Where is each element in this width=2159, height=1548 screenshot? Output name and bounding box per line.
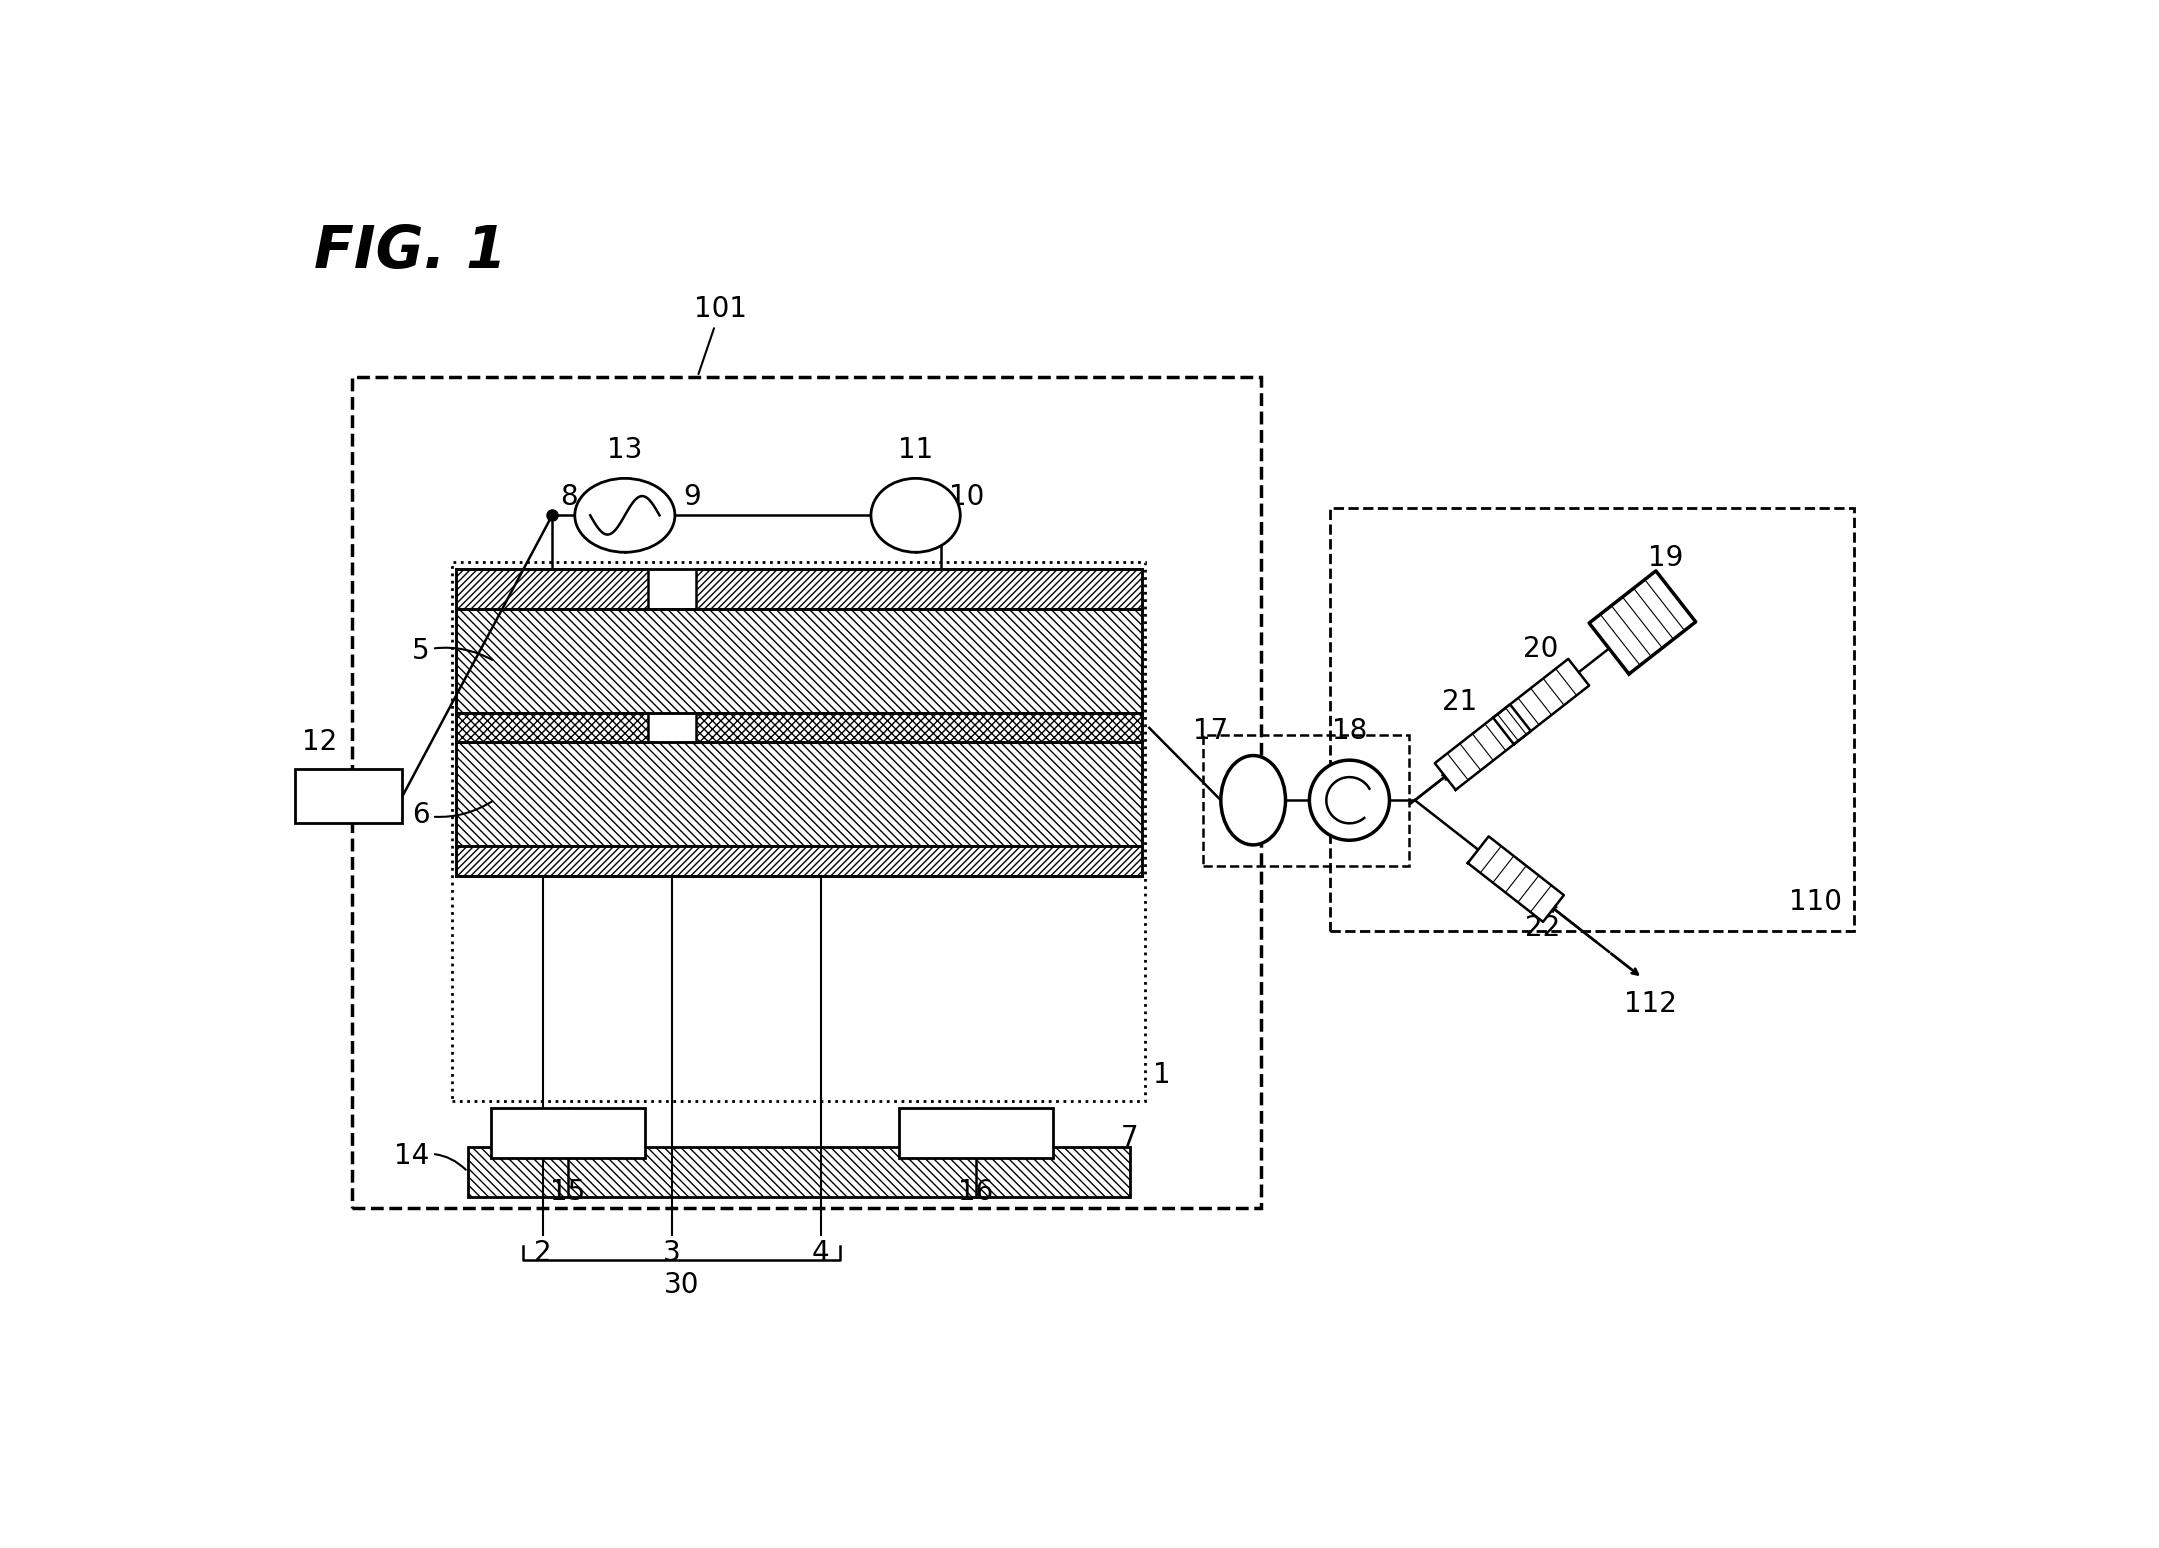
Bar — [469, 1147, 1129, 1197]
Bar — [456, 743, 1142, 847]
Text: 21: 21 — [1442, 689, 1477, 717]
Ellipse shape — [574, 478, 676, 553]
Text: 22: 22 — [1524, 913, 1561, 941]
Bar — [456, 847, 1142, 876]
Bar — [1203, 735, 1408, 865]
Polygon shape — [1468, 836, 1563, 923]
Text: 10: 10 — [948, 483, 985, 511]
Text: 2: 2 — [533, 1238, 551, 1268]
Bar — [352, 376, 1261, 1209]
Text: 20: 20 — [1524, 635, 1559, 663]
Text: 112: 112 — [1624, 989, 1678, 1017]
Polygon shape — [1494, 659, 1589, 745]
Text: 9: 9 — [684, 483, 702, 511]
Polygon shape — [1589, 571, 1695, 673]
Text: 30: 30 — [665, 1271, 700, 1299]
Text: 15: 15 — [551, 1178, 585, 1206]
Circle shape — [1308, 760, 1390, 841]
Bar — [456, 714, 648, 743]
Ellipse shape — [870, 478, 961, 553]
Text: 17: 17 — [1194, 717, 1228, 745]
Text: 14: 14 — [395, 1142, 466, 1170]
Bar — [898, 1108, 1054, 1158]
Text: 110: 110 — [1790, 887, 1842, 916]
Bar — [456, 570, 648, 610]
Polygon shape — [1436, 704, 1531, 789]
Text: 11: 11 — [898, 437, 933, 464]
Text: 6: 6 — [412, 802, 492, 830]
Text: 5: 5 — [412, 636, 492, 664]
Text: 4: 4 — [812, 1238, 829, 1268]
Bar — [456, 610, 1142, 714]
Text: 16: 16 — [959, 1178, 993, 1206]
Bar — [453, 562, 1146, 1101]
Text: 12: 12 — [302, 728, 337, 755]
Bar — [1330, 508, 1855, 930]
Bar — [294, 769, 402, 824]
Text: 7: 7 — [1121, 1124, 1138, 1152]
Text: 8: 8 — [559, 483, 576, 511]
Text: 101: 101 — [695, 294, 747, 375]
Ellipse shape — [1220, 755, 1285, 845]
Bar — [695, 570, 1142, 610]
Bar — [695, 714, 1142, 743]
Text: 18: 18 — [1332, 717, 1367, 745]
Text: FIG. 1: FIG. 1 — [313, 223, 507, 280]
Bar — [490, 1108, 646, 1158]
Text: 19: 19 — [1647, 545, 1684, 573]
Text: 13: 13 — [607, 437, 643, 464]
Text: 3: 3 — [663, 1238, 680, 1268]
Text: 1: 1 — [1153, 1060, 1170, 1088]
